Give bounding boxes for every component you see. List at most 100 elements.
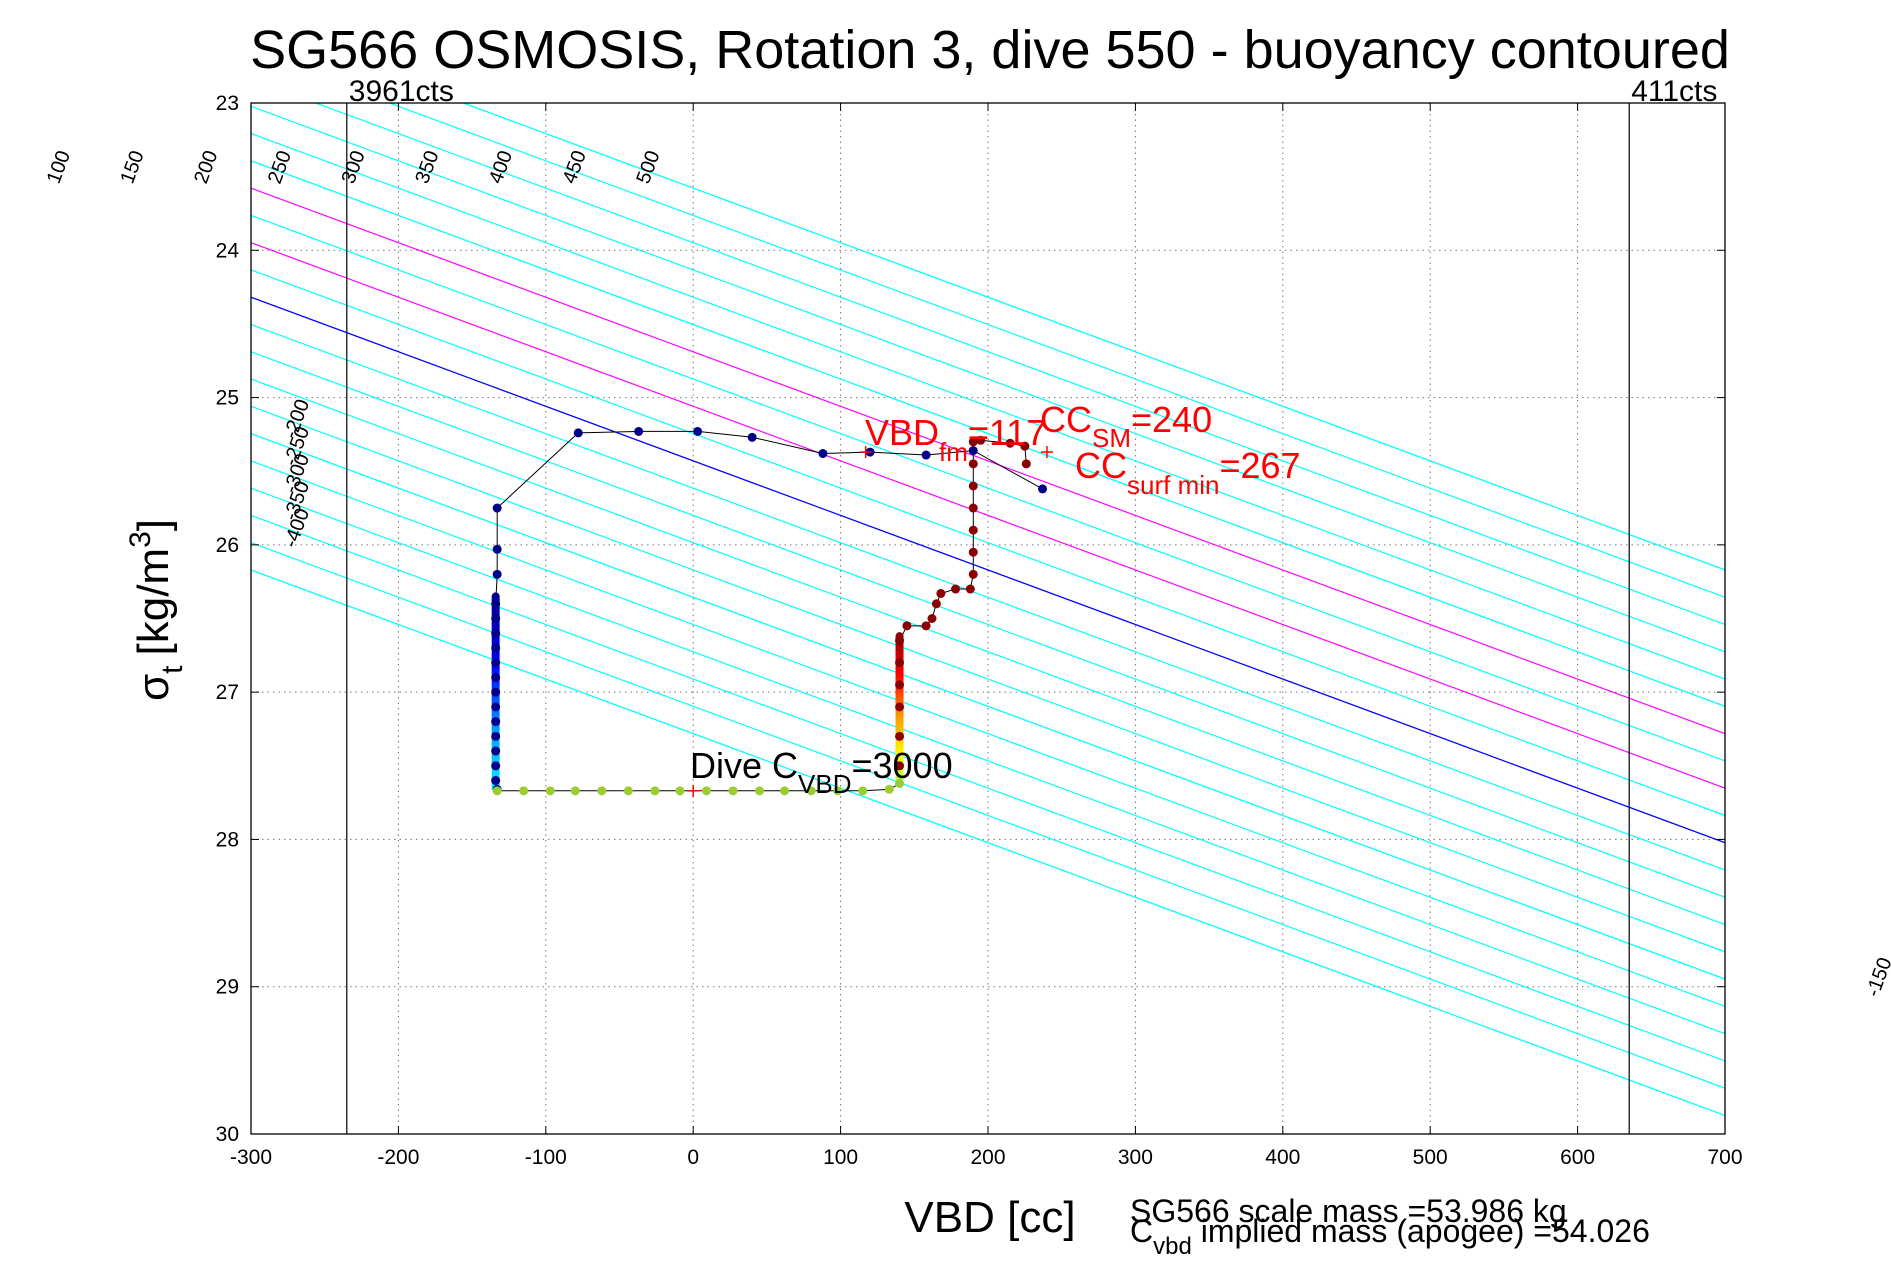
climb-point: [491, 776, 501, 786]
y-tick-label: 25: [216, 387, 239, 410]
contour-line: [251, 105, 1725, 653]
contour-line: [387, 103, 1725, 598]
contour-line: [251, 214, 1725, 762]
annotation-cc-sm: CCSM=240: [1040, 399, 1212, 453]
climb-point: [491, 746, 501, 756]
dive-point: [976, 435, 986, 445]
x-tick-label: 400: [1265, 1146, 1300, 1169]
bottom-point: [623, 786, 633, 796]
chart-title: SG566 OSMOSIS, Rotation 3, dive 550 - bu…: [250, 20, 1730, 80]
dive-point: [895, 761, 905, 771]
x-tick-label: 100: [823, 1146, 858, 1169]
bottom-point: [780, 786, 790, 796]
bottom-point: [806, 786, 816, 796]
dive-point: [965, 584, 975, 594]
contour-line: [461, 103, 1725, 571]
climb-point: [491, 717, 501, 727]
climb-point: [491, 761, 501, 771]
y-tick-label: 30: [216, 1123, 239, 1146]
data-series: [491, 426, 1053, 797]
climb-point: [492, 544, 502, 554]
x-tick-label: -100: [525, 1146, 567, 1169]
climb-point: [491, 628, 501, 638]
bottom-point: [650, 786, 660, 796]
dive-point: [902, 621, 912, 631]
climb-point: [968, 446, 978, 456]
bottom-point: [519, 786, 529, 796]
climb-point: [492, 503, 502, 513]
contour-line: [251, 460, 1725, 1007]
dive-point: [968, 547, 978, 557]
dive-point: [931, 599, 941, 609]
contour-line: [251, 132, 1725, 680]
bottom-point: [701, 786, 711, 796]
dive-point: [895, 731, 905, 741]
dive-point: [895, 680, 905, 690]
y-tick-label: 26: [216, 534, 239, 557]
bottom-point: [895, 778, 905, 788]
contour-line: [251, 405, 1725, 953]
climb-point: [491, 599, 501, 609]
x-tick-label: 0: [687, 1146, 699, 1169]
dive-point: [968, 459, 978, 469]
dive-point: [921, 621, 931, 631]
contour-line: [251, 487, 1725, 1035]
x-axis-label: VBD [cc]: [904, 1193, 1075, 1242]
y-tick-label: 28: [216, 828, 239, 851]
climb-point: [921, 450, 931, 460]
dive-point: [968, 569, 978, 579]
buoyancy-contours: [251, 103, 1725, 1117]
trajectory-line: [496, 430, 1043, 509]
climb-point: [491, 658, 501, 668]
bottom-point: [755, 786, 765, 796]
bottom-point: [884, 784, 894, 794]
footer-implied-mass: Cvbd implied mass (apogee) =54.026: [1130, 1213, 1650, 1260]
bottom-point: [858, 786, 868, 796]
footer-scale-mass: SG566 scale mass =53.986 kg: [1130, 1193, 1567, 1229]
contour-line: [251, 514, 1725, 1062]
dive-point: [936, 588, 946, 598]
contour-line: [314, 103, 1725, 626]
climb-point: [491, 643, 501, 653]
dive-point: [968, 437, 978, 447]
annotation-vbd-fm: VBDfm=117: [865, 412, 1046, 467]
bottom-point: [545, 786, 555, 796]
y-tick-label: 24: [216, 239, 240, 262]
bottom-point: [675, 786, 685, 796]
climb-point: [573, 428, 583, 438]
x-tick-label: 300: [1118, 1146, 1153, 1169]
dive-point: [968, 525, 978, 535]
climb-point: [818, 449, 828, 459]
x-tick-label: 200: [970, 1146, 1005, 1169]
annotation-dive-cvbd: Dive CVBD=3000: [690, 745, 953, 799]
axis-ticks: -300 -200 -100 0 100 200 300 400 500 600 700 23 24 25…: [216, 92, 1743, 1169]
climb-point: [634, 426, 644, 436]
y-tick-label: 23: [216, 92, 239, 115]
contour-line: [251, 269, 1725, 817]
annotation-cc-surf-min: CCsurf min=267: [1075, 445, 1301, 500]
y-tick-label: 27: [216, 681, 239, 704]
climb-point: [747, 432, 757, 442]
contour-line: [251, 296, 1725, 844]
climb-point: [491, 731, 501, 741]
climb-point: [491, 672, 501, 682]
dive-point: [968, 481, 978, 491]
climb-point: [491, 687, 501, 697]
x-tick-label: 600: [1560, 1146, 1595, 1169]
bottom-point: [728, 786, 738, 796]
contour-line: [251, 323, 1725, 871]
contour-line: [251, 569, 1725, 1117]
bottom-point: [570, 786, 580, 796]
dive-point: [895, 658, 905, 668]
bottom-point: [597, 786, 607, 796]
climb-point: [492, 569, 502, 579]
climb-point: [693, 426, 703, 436]
contour-line: [251, 187, 1725, 735]
dive-point: [968, 503, 978, 513]
y-tick-label: 29: [216, 976, 239, 999]
y-axis-label: σt[kg/m3]: [124, 519, 189, 701]
climb-point: [491, 614, 501, 623]
contour-line: [251, 160, 1725, 707]
grid-lines: [251, 103, 1725, 1134]
